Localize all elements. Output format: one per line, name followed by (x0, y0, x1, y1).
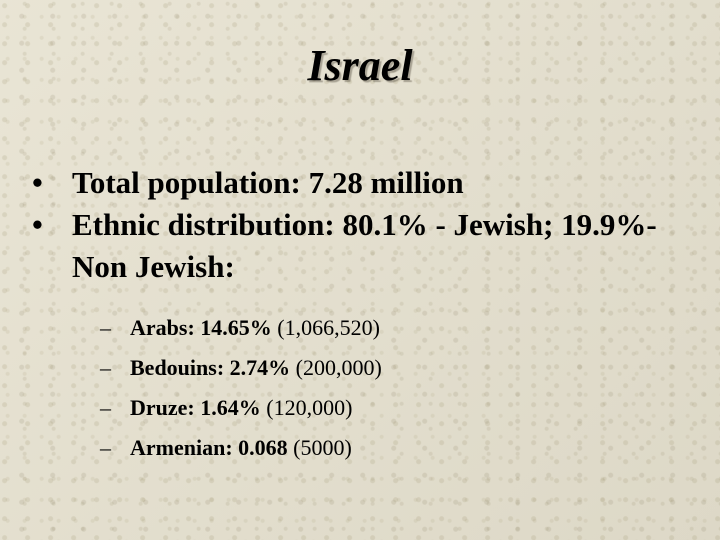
sub-item-druze: – Druze: 1.64% (120,000) (100, 388, 660, 428)
sub-item-arabs: – Arabs: 14.65% (1,066,520) (100, 308, 660, 348)
sub-item-bedouins: – Bedouins: 2.74% (200,000) (100, 348, 660, 388)
sub-item-label: Druze: 1.64% (130, 395, 261, 420)
dash-icon: – (100, 435, 111, 460)
sub-item-label: Arabs: 14.65% (130, 315, 272, 340)
bullet-list: • Total population: 7.28 million • Ethni… (28, 162, 698, 288)
sub-item-count: (120,000) (266, 395, 353, 420)
sub-item-label: Armenian: 0.068 (130, 435, 288, 460)
sub-bullet-list: – Arabs: 14.65% (1,066,520) – Bedouins: … (100, 308, 660, 468)
sub-item-armenian: – Armenian: 0.068 (5000) (100, 428, 660, 468)
sub-item-label: Bedouins: 2.74% (130, 355, 291, 380)
bullet-text: Total population: 7.28 million (72, 165, 464, 200)
bullet-icon: • (32, 165, 43, 200)
dash-icon: – (100, 355, 111, 380)
bullet-item-ethnic-distribution: • Ethnic distribution: 80.1% - Jewish; 1… (28, 204, 698, 288)
dash-icon: – (100, 315, 111, 340)
slide-title: Israel (307, 41, 413, 90)
dash-icon: – (100, 395, 111, 420)
bullet-text: Ethnic distribution: 80.1% - Jewish; 19.… (72, 207, 657, 284)
sub-item-count: (200,000) (295, 355, 382, 380)
sub-item-count: (5000) (293, 435, 352, 460)
sub-item-count: (1,066,520) (277, 315, 380, 340)
bullet-item-population: • Total population: 7.28 million (28, 162, 698, 204)
bullet-icon: • (32, 207, 43, 242)
